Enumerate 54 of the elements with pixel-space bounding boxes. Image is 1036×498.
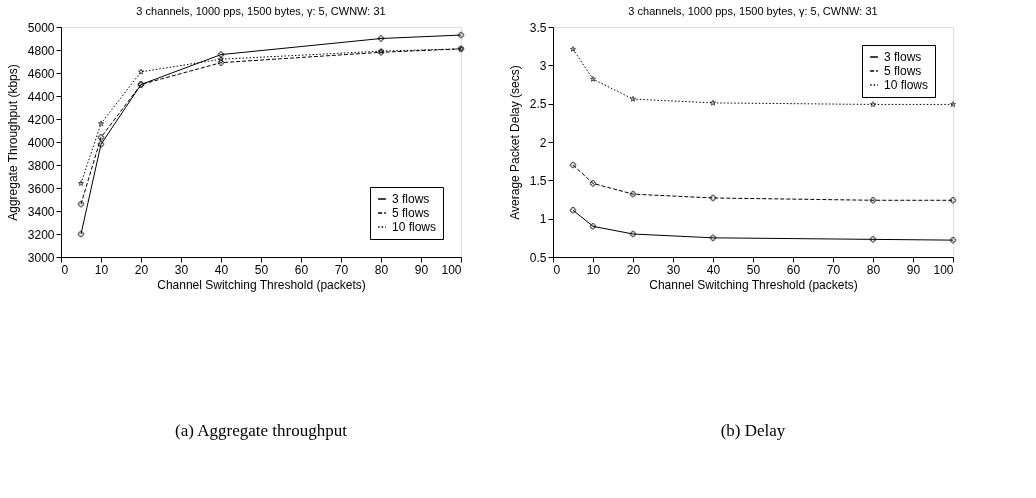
y-tick-label: 3.5 [529,20,547,35]
x-tick-label: 80 [374,262,389,277]
legend-label: 3 flows [392,192,430,206]
y-axis-title: Average Packet Delay (secs) [507,65,522,220]
x-tick-label: 10 [94,262,109,277]
x-tick-label: 30 [174,262,189,277]
y-tick-label: 4600 [27,66,55,81]
legend-label: 10 flows [884,78,929,92]
x-tick-label: 40 [214,262,229,277]
x-axis-title: Channel Switching Threshold (packets) [649,277,858,292]
y-tick-label: 3 [539,58,547,73]
x-tick-label: 0 [61,262,69,277]
legend-label: 10 flows [392,220,437,234]
x-tick-label: 50 [254,262,269,277]
y-tick-label: 1 [539,212,547,227]
y-tick-label: 0.5 [529,250,547,265]
y-tick-label: 3000 [27,250,55,265]
x-tick-label: 20 [134,262,149,277]
x-axis-title: Channel Switching Threshold (packets) [157,277,366,292]
x-tick-label: 90 [906,262,921,277]
y-tick-label: 4000 [27,135,55,150]
x-tick-label: 0 [553,262,561,277]
x-tick-label: 80 [866,262,881,277]
x-tick-label: 70 [826,262,841,277]
x-tick-label: 100 [933,262,954,277]
y-tick-label: 5000 [27,20,55,35]
text: (a) Aggregate throughput [175,421,348,440]
x-tick-label: 100 [441,262,462,277]
chart-title: 3 channels, 1000 pps, 1500 bytes, γ: 5, CWNW: 31 [628,5,878,17]
legend-label: 5 flows [884,64,922,78]
x-tick-label: 50 [746,262,761,277]
y-tick-label: 1.5 [529,173,547,188]
y-tick-label: 3400 [27,204,55,219]
y-tick-label: 2.5 [529,97,547,112]
x-tick-label: 40 [706,262,721,277]
x-tick-label: 90 [414,262,429,277]
x-tick-label: 10 [586,262,601,277]
text: (b) Delay [720,421,786,440]
y-tick-label: 3600 [27,181,55,196]
y-tick-label: 2 [539,135,547,150]
y-tick-label: 3800 [27,158,55,173]
legend-label: 3 flows [884,50,922,64]
y-tick-label: 3200 [27,227,55,242]
x-tick-label: 60 [294,262,309,277]
y-tick-label: 4200 [27,112,55,127]
y-tick-label: 4800 [27,43,55,58]
chart-title: 3 channels, 1000 pps, 1500 bytes, γ: 5, CWNW: 31 [136,5,386,17]
y-tick-label: 4400 [27,89,55,104]
x-tick-label: 70 [334,262,349,277]
x-tick-label: 30 [666,262,681,277]
legend-label: 5 flows [392,206,430,220]
x-tick-label: 60 [786,262,801,277]
x-tick-label: 20 [626,262,641,277]
y-axis-title: Aggregate Throughput (kbps) [5,64,20,221]
